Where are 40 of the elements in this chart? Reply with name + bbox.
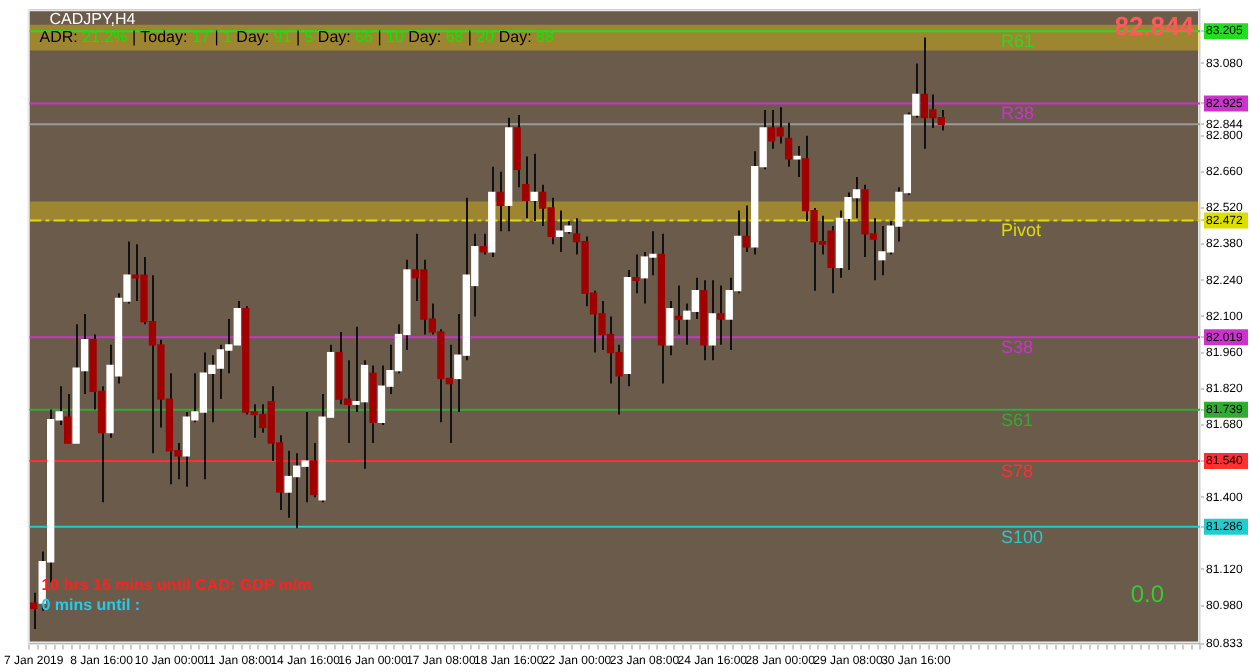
candlestick: [598, 299, 606, 352]
candlestick: [335, 330, 343, 406]
ref-line-label: Pivot: [1001, 220, 1043, 241]
candlestick: [920, 36, 928, 150]
candlestick: [352, 325, 360, 413]
candlestick: [767, 108, 776, 150]
candlestick: [63, 392, 72, 444]
candlestick: [640, 250, 649, 305]
candlestick: [632, 253, 640, 295]
candlestick: [861, 183, 869, 259]
chart-title: CADJPY,H4: [49, 9, 137, 28]
candlestick: [182, 410, 191, 488]
candlestick: [742, 204, 750, 253]
ref-line-label: S100: [1001, 526, 1044, 547]
ref-line-label: S61: [1001, 409, 1034, 430]
candlestick: [496, 170, 504, 233]
annotation: 0.0: [1130, 580, 1165, 609]
candlestick: [793, 145, 801, 179]
ref-line-label: R61: [1001, 31, 1035, 52]
text: ADR: 21.2% | Today: 17 | 1 Day: 91 | 5 Day: 66 | 10 Day: 68 | 20 Day: 88: [39, 27, 554, 46]
ref-line-label: R38: [1001, 103, 1035, 124]
candlestick: [284, 449, 292, 519]
candlestick: [233, 299, 241, 346]
candlestick: [666, 299, 674, 357]
ref-line-label: S78: [1001, 461, 1034, 482]
candlestick: [708, 279, 716, 362]
candlestick: [844, 191, 852, 271]
candlestick: [377, 364, 386, 426]
candlestick: [929, 93, 937, 129]
candlestick: [691, 276, 699, 321]
candlestick: [292, 452, 301, 530]
ref-line-label: S38: [1001, 337, 1034, 358]
candlestick: [30, 591, 38, 630]
candlestick: [199, 351, 208, 481]
candlestick: [717, 284, 725, 346]
candlestick: [530, 152, 538, 222]
candlestick: [878, 225, 886, 277]
candlestick: [674, 284, 683, 336]
candlestick: [479, 232, 487, 256]
candlestick: [937, 108, 945, 132]
